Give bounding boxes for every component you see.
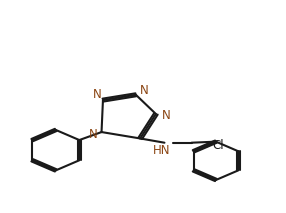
Text: Cl: Cl bbox=[212, 139, 224, 153]
Text: N: N bbox=[93, 88, 102, 101]
Text: N: N bbox=[162, 108, 171, 122]
Text: N: N bbox=[89, 128, 97, 141]
Text: HN: HN bbox=[153, 144, 170, 157]
Text: N: N bbox=[140, 84, 148, 97]
